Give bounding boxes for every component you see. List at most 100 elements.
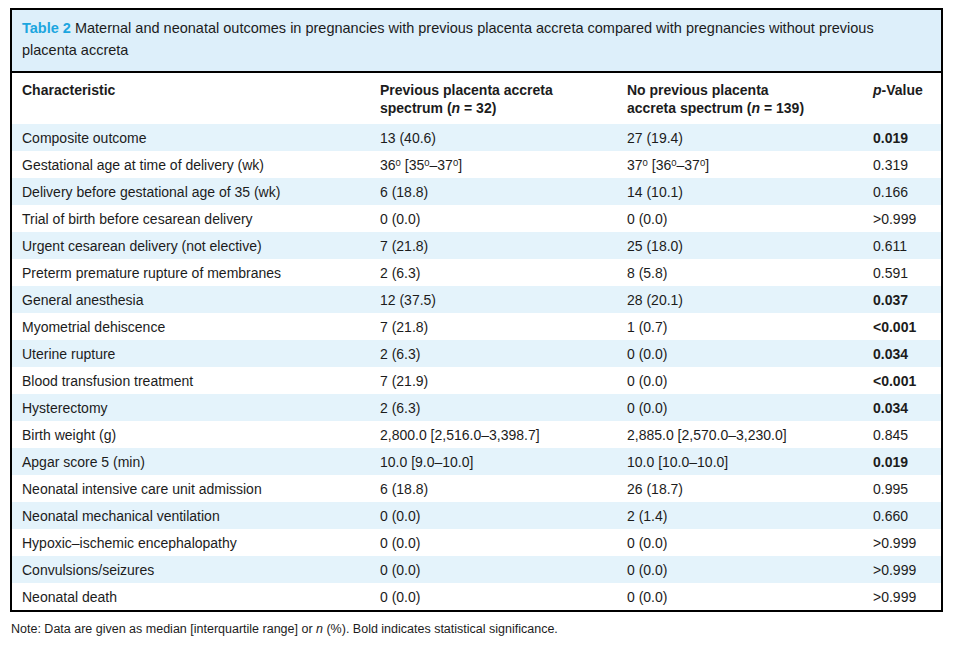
- cell-group-previous: 0 (0.0): [370, 502, 617, 529]
- cell-group-previous: 2,800.0 [2,516.0–3,398.7]: [370, 421, 617, 448]
- note-n-symbol: n: [316, 622, 323, 636]
- table-row: Myometrial dehiscence 7 (21.8) 1 (0.7) <…: [12, 313, 941, 340]
- col-header-pvalue: p-Value: [863, 73, 941, 125]
- cell-characteristic: Apgar score 5 (min): [12, 448, 370, 475]
- cell-pvalue: >0.999: [863, 529, 941, 556]
- cell-pvalue: 0.660: [863, 502, 941, 529]
- cell-characteristic: Neonatal mechanical ventilation: [12, 502, 370, 529]
- table-caption: Table 2 Maternal and neonatal outcomes i…: [12, 10, 941, 73]
- cell-pvalue: 0.034: [863, 340, 941, 367]
- cell-group-previous: 0 (0.0): [370, 583, 617, 610]
- cell-characteristic: Hypoxic–ischemic encephalopathy: [12, 529, 370, 556]
- cell-pvalue: 0.034: [863, 394, 941, 421]
- group2-line1: No previous placenta: [627, 82, 769, 98]
- group2-line2-pre: accreta spectrum (: [627, 100, 752, 116]
- cell-group-no-previous: 8 (5.8): [617, 259, 863, 286]
- table-row: Uterine rupture 2 (6.3) 0 (0.0) 0.034: [12, 340, 941, 367]
- cell-characteristic: Hysterectomy: [12, 394, 370, 421]
- table-row: Hypoxic–ischemic encephalopathy 0 (0.0) …: [12, 529, 941, 556]
- table-row: Neonatal death 0 (0.0) 0 (0.0) >0.999: [12, 583, 941, 610]
- col-header-group-no-previous: No previous placentaaccreta spectrum (n …: [617, 73, 863, 125]
- cell-group-previous: 13 (40.6): [370, 124, 617, 151]
- group1-line1: Previous placenta accreta: [380, 82, 553, 98]
- pvalue-suffix: -Value: [882, 82, 923, 98]
- cell-characteristic: General anesthesia: [12, 286, 370, 313]
- cell-characteristic: Neonatal death: [12, 583, 370, 610]
- table-row: Apgar score 5 (min) 10.0 [9.0–10.0] 10.0…: [12, 448, 941, 475]
- cell-pvalue: >0.999: [863, 205, 941, 232]
- page: Table 2 Maternal and neonatal outcomes i…: [0, 0, 953, 639]
- table-row: Convulsions/seizures 0 (0.0) 0 (0.0) >0.…: [12, 556, 941, 583]
- cell-pvalue: 0.037: [863, 286, 941, 313]
- cell-group-no-previous: 14 (10.1): [617, 178, 863, 205]
- cell-group-no-previous: 1 (0.7): [617, 313, 863, 340]
- cell-group-previous: 0 (0.0): [370, 205, 617, 232]
- cell-characteristic: Trial of birth before cesarean delivery: [12, 205, 370, 232]
- cell-pvalue: >0.999: [863, 556, 941, 583]
- cell-group-previous: 10.0 [9.0–10.0]: [370, 448, 617, 475]
- cell-group-previous: 7 (21.9): [370, 367, 617, 394]
- cell-characteristic: Delivery before gestational age of 35 (w…: [12, 178, 370, 205]
- cell-group-no-previous: 28 (20.1): [617, 286, 863, 313]
- table-row: Delivery before gestational age of 35 (w…: [12, 178, 941, 205]
- cell-group-previous: 0 (0.0): [370, 529, 617, 556]
- cell-pvalue: 0.019: [863, 124, 941, 151]
- cell-pvalue: 0.591: [863, 259, 941, 286]
- cell-group-no-previous: 0 (0.0): [617, 394, 863, 421]
- table-row: Neonatal mechanical ventilation 0 (0.0) …: [12, 502, 941, 529]
- cell-group-previous: 7 (21.8): [370, 313, 617, 340]
- cell-characteristic: Uterine rupture: [12, 340, 370, 367]
- table-body: Composite outcome 13 (40.6) 27 (19.4) 0.…: [12, 124, 941, 610]
- cell-group-no-previous: 370 [360–370]: [617, 151, 863, 178]
- cell-pvalue: <0.001: [863, 367, 941, 394]
- cell-group-no-previous: 27 (19.4): [617, 124, 863, 151]
- cell-group-no-previous: 0 (0.0): [617, 529, 863, 556]
- cell-pvalue: 0.166: [863, 178, 941, 205]
- cell-group-no-previous: 0 (0.0): [617, 205, 863, 232]
- note-post: (%). Bold indicates statistical signific…: [323, 622, 558, 636]
- cell-group-previous: 12 (37.5): [370, 286, 617, 313]
- group1-line2-post: = 32): [460, 100, 496, 116]
- cell-characteristic: Neonatal intensive care unit admission: [12, 475, 370, 502]
- group1-n-symbol: n: [452, 100, 461, 116]
- cell-characteristic: Gestational age at time of delivery (wk): [12, 151, 370, 178]
- cell-characteristic: Preterm premature rupture of membranes: [12, 259, 370, 286]
- cell-characteristic: Convulsions/seizures: [12, 556, 370, 583]
- cell-characteristic: Birth weight (g): [12, 421, 370, 448]
- cell-group-no-previous: 0 (0.0): [617, 367, 863, 394]
- table-row: Trial of birth before cesarean delivery …: [12, 205, 941, 232]
- col-header-characteristic: Characteristic: [12, 73, 370, 125]
- table-row: Birth weight (g) 2,800.0 [2,516.0–3,398.…: [12, 421, 941, 448]
- p-symbol: p: [873, 82, 882, 98]
- cell-group-previous: 7 (21.8): [370, 232, 617, 259]
- table-row: Blood transfusion treatment 7 (21.9) 0 (…: [12, 367, 941, 394]
- cell-group-previous: 6 (18.8): [370, 178, 617, 205]
- cell-pvalue: <0.001: [863, 313, 941, 340]
- table-row: Urgent cesarean delivery (not elective) …: [12, 232, 941, 259]
- cell-group-no-previous: 0 (0.0): [617, 340, 863, 367]
- cell-group-previous: 2 (6.3): [370, 340, 617, 367]
- cell-group-previous: 2 (6.3): [370, 394, 617, 421]
- outcomes-table-card: Table 2 Maternal and neonatal outcomes i…: [10, 8, 943, 612]
- outcomes-table: Characteristic Previous placenta accreta…: [12, 73, 941, 611]
- table-row: Preterm premature rupture of membranes 2…: [12, 259, 941, 286]
- cell-group-no-previous: 2,885.0 [2,570.0–3,230.0]: [617, 421, 863, 448]
- header-row: Characteristic Previous placenta accreta…: [12, 73, 941, 125]
- cell-group-previous: 6 (18.8): [370, 475, 617, 502]
- cell-group-no-previous: 0 (0.0): [617, 556, 863, 583]
- cell-pvalue: 0.319: [863, 151, 941, 178]
- group1-line2-pre: spectrum (: [380, 100, 452, 116]
- cell-group-no-previous: 25 (18.0): [617, 232, 863, 259]
- note-pre: Note: Data are given as median [interqua…: [11, 622, 316, 636]
- table-number-label: Table 2: [22, 20, 71, 36]
- table-row: Neonatal intensive care unit admission 6…: [12, 475, 941, 502]
- cell-group-no-previous: 10.0 [10.0–10.0]: [617, 448, 863, 475]
- group2-line2-post: = 139): [760, 100, 804, 116]
- cell-pvalue: 0.611: [863, 232, 941, 259]
- cell-group-no-previous: 2 (1.4): [617, 502, 863, 529]
- cell-group-previous: 2 (6.3): [370, 259, 617, 286]
- cell-pvalue: 0.845: [863, 421, 941, 448]
- cell-characteristic: Blood transfusion treatment: [12, 367, 370, 394]
- table-row: Gestational age at time of delivery (wk)…: [12, 151, 941, 178]
- cell-group-no-previous: 0 (0.0): [617, 583, 863, 610]
